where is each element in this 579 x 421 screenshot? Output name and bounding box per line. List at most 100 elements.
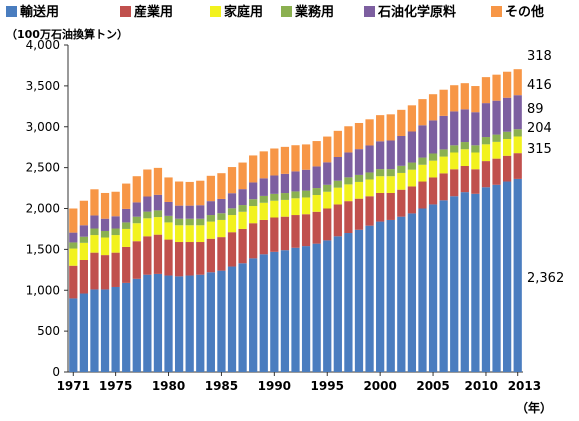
y-tick-label: 2,000 <box>26 202 60 216</box>
bar-segment <box>185 218 194 226</box>
bar-segment <box>344 126 353 153</box>
bar-segment <box>69 232 78 243</box>
bar-segment <box>439 149 448 157</box>
bar-segment <box>79 225 88 237</box>
legend-label: その他 <box>505 4 544 20</box>
bar-segment <box>259 151 268 179</box>
bar-segment <box>312 195 321 212</box>
bar-segment <box>69 265 78 299</box>
bar-segment <box>418 208 427 372</box>
bar-segment <box>439 173 448 201</box>
bar-segment <box>323 184 332 192</box>
legend-label: 産業用 <box>134 4 173 20</box>
bar-segment <box>132 278 141 372</box>
x-axis: 1971 1975 1980 1985 1990 1995 2000 2005 2010 2013 <box>57 371 541 393</box>
bar-segment <box>270 217 279 252</box>
bar-segment <box>132 176 141 203</box>
bar-segment <box>206 201 215 216</box>
bar-segment <box>206 272 215 372</box>
bar-segment <box>238 189 247 206</box>
legend-swatch <box>120 6 131 17</box>
bar-segment <box>344 184 353 202</box>
bar-segment <box>132 202 141 217</box>
bar-segment <box>333 187 342 205</box>
bar-segment <box>301 144 311 170</box>
bar-segment <box>365 179 374 197</box>
bar-segment <box>492 134 501 142</box>
bar-segment <box>376 141 385 170</box>
bar-segment <box>450 196 459 372</box>
bar-segment <box>185 275 194 372</box>
bar-segment <box>90 252 99 290</box>
bar-segment <box>386 219 395 372</box>
bar-segment <box>100 237 110 256</box>
bar-segment <box>386 114 395 141</box>
bar-segment <box>164 177 173 202</box>
bar-segment <box>185 181 194 206</box>
x-axis-unit-label: （年） <box>516 400 552 415</box>
series-end-label: 318 <box>527 49 552 64</box>
bar-segment <box>174 242 184 277</box>
legend-swatch <box>210 6 221 17</box>
bar-segment <box>323 136 332 163</box>
bar-segment <box>471 193 480 372</box>
bar-segment <box>69 298 78 372</box>
bar-segment <box>280 250 290 372</box>
bar-segment <box>206 221 215 239</box>
bar-segment <box>513 129 522 137</box>
bar-segment <box>122 228 131 247</box>
bar-segment <box>100 192 110 219</box>
x-tick-label: 1985 <box>205 379 238 393</box>
y-tick-label: 1,500 <box>26 242 60 256</box>
bar-segment <box>397 135 406 166</box>
y-tick-label: 500 <box>37 324 60 338</box>
bar-segment <box>153 217 163 235</box>
bar-segment <box>174 225 184 243</box>
bar-segment <box>217 237 226 271</box>
bar-segment <box>460 109 469 143</box>
bar-segment <box>153 194 163 211</box>
bar-segment <box>90 289 99 372</box>
bar-segment <box>365 119 374 146</box>
bar-segment <box>354 122 364 150</box>
bar-segment <box>492 158 501 185</box>
bar-segment <box>301 214 311 247</box>
x-tick-label: 1995 <box>311 379 344 393</box>
bar-segment <box>503 131 512 140</box>
bar-segment <box>249 182 258 200</box>
legend-swatch <box>281 6 292 17</box>
bar-segment <box>111 286 120 372</box>
bar-segment <box>301 197 311 215</box>
bar-segment <box>196 218 205 226</box>
bar-segment <box>365 196 374 226</box>
bar-segment <box>312 188 321 196</box>
legend-label: 業務用 <box>294 4 334 20</box>
bar-segment <box>238 211 247 229</box>
bar-segment <box>143 169 152 197</box>
bar-segment <box>111 235 120 253</box>
bar-segment <box>291 198 300 216</box>
bar-segment <box>471 112 480 146</box>
bar-segment <box>100 230 110 238</box>
bar-segment <box>418 157 427 165</box>
bar-segment <box>90 235 99 253</box>
bar-segment <box>217 198 226 214</box>
bar-segment <box>90 215 99 229</box>
bar-segment <box>153 234 163 274</box>
y-tick-label: 3,500 <box>26 79 60 93</box>
bar-segment <box>227 208 237 216</box>
bar-segment <box>428 94 438 121</box>
bar-segment <box>439 115 448 150</box>
bar-segment <box>217 173 226 199</box>
bar-segment <box>291 145 300 172</box>
bar-segment <box>227 266 237 372</box>
x-tick-label: 1971 <box>57 379 90 393</box>
bar-segment <box>217 213 226 220</box>
bar-segment <box>344 152 353 178</box>
bar-segment <box>259 178 268 196</box>
bar-segment <box>249 199 258 207</box>
bar-segment <box>301 190 311 198</box>
bar-segment <box>481 187 491 372</box>
bar-segment <box>132 223 141 242</box>
